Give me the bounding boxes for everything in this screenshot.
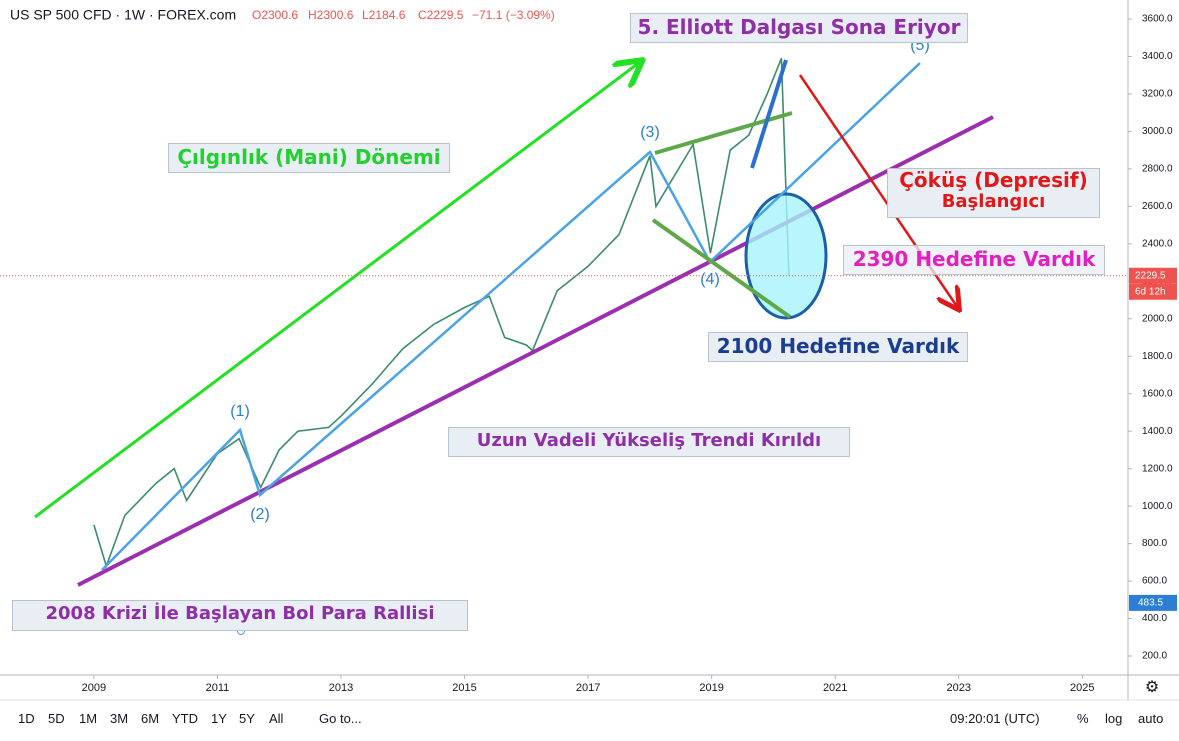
y-tick-label: 400.0 xyxy=(1142,613,1167,624)
wave-label: (1) xyxy=(230,403,250,420)
y-tick-label: 2000.0 xyxy=(1142,313,1173,324)
range-button[interactable]: 3M xyxy=(110,711,129,726)
annotation: Başlangıcı xyxy=(941,191,1046,212)
range-button[interactable]: 5D xyxy=(48,711,65,726)
crosshair-box xyxy=(1129,594,1177,611)
x-tick-label: 2013 xyxy=(329,682,353,694)
percent-toggle[interactable]: % xyxy=(1077,711,1089,726)
y-tick-label: 600.0 xyxy=(1142,576,1167,587)
range-button[interactable]: All xyxy=(269,711,284,726)
ohlc: O2300.6 xyxy=(252,8,298,22)
y-tick-label: 1000.0 xyxy=(1142,501,1173,512)
clock: 09:20:01 (UTC) xyxy=(950,711,1040,726)
auto-toggle[interactable]: auto xyxy=(1138,711,1164,726)
ohlc: H2300.6 xyxy=(308,8,354,22)
x-tick-label: 2011 xyxy=(206,682,230,694)
symbol-title: US SP 500 CFD · 1W · FOREX.com xyxy=(10,7,236,23)
y-tick-label: 1200.0 xyxy=(1142,463,1173,474)
wave-label: (3) xyxy=(640,124,660,141)
annotation: 2008 Krizi İle Başlayan Bol Para Rallisi xyxy=(12,600,468,631)
crosshair-label: 483.5 xyxy=(1138,598,1163,609)
wave5-line xyxy=(750,59,788,169)
y-tick-label: 1600.0 xyxy=(1142,388,1173,399)
x-tick-label: 2017 xyxy=(576,682,600,694)
range-button[interactable]: 1D xyxy=(18,711,35,726)
settings-icon[interactable]: ⚙ xyxy=(1145,679,1159,696)
price-line xyxy=(93,58,790,569)
wave-label: (4) xyxy=(700,271,720,288)
y-tick-label: 3600.0 xyxy=(1142,14,1173,25)
last-price-box xyxy=(1129,267,1177,284)
range-button[interactable]: 6M xyxy=(141,711,160,726)
plot: 200.0 400.0 600.0 800.0 1000.0 1200.0 1400.0 16… xyxy=(82,14,1173,694)
range-button[interactable]: 1M xyxy=(79,711,98,726)
x-tick-label: 2021 xyxy=(823,682,847,694)
x-tick-label: 2023 xyxy=(946,682,970,694)
y-tick-label: 1400.0 xyxy=(1142,426,1173,437)
elliott-wave xyxy=(101,62,921,571)
range-button[interactable]: 1Y xyxy=(211,711,227,726)
goto-button[interactable]: Go to... xyxy=(319,711,362,726)
range-button[interactable]: YTD xyxy=(172,711,198,726)
y-tick-label: 3400.0 xyxy=(1142,51,1173,62)
y-tick-label: 3200.0 xyxy=(1142,89,1173,100)
countdown-label: 6d 12h xyxy=(1135,286,1166,297)
y-tick-label: 2600.0 xyxy=(1142,201,1173,212)
x-tick-label: 2009 xyxy=(82,682,106,694)
ohlc: C2229.5 xyxy=(418,8,464,22)
y-tick-label: 800.0 xyxy=(1142,538,1167,549)
y-tick-label: 2800.0 xyxy=(1142,164,1173,175)
log-toggle[interactable]: log xyxy=(1105,711,1123,726)
annotation: Çöküş (Depresif) xyxy=(899,168,1088,192)
y-tick-label: 2400.0 xyxy=(1142,238,1173,249)
ohlc: L2184.6 xyxy=(362,8,406,22)
countdown-box xyxy=(1129,283,1177,300)
ohlc: −71.1 (−3.09%) xyxy=(472,8,555,22)
x-tick-label: 2019 xyxy=(699,682,723,694)
y-tick-label: 200.0 xyxy=(1142,651,1167,662)
wedge-bottom xyxy=(651,218,792,319)
wave-label: (2) xyxy=(250,506,270,523)
annotation: 2100 Hedefine Vardık xyxy=(708,332,968,362)
x-tick-label: 2015 xyxy=(452,682,476,694)
last-price-label: 2229.5 xyxy=(1135,270,1166,281)
annotation: 5. Elliott Dalgası Sona Eriyor xyxy=(630,13,968,43)
annotation: Uzun Vadeli Yükseliş Trendi Kırıldı xyxy=(448,427,850,457)
long-trend-line xyxy=(77,115,994,587)
y-tick-label: 3000.0 xyxy=(1142,126,1173,137)
annotation: 2390 Hedefine Vardık xyxy=(843,245,1105,275)
mania-arrow xyxy=(34,62,640,519)
annotation-box: Çöküş (Depresif) Başlangıcı xyxy=(887,168,1100,218)
y-tick-label: 1800.0 xyxy=(1142,351,1173,362)
range-button[interactable]: 5Y xyxy=(239,711,255,726)
target-ellipse xyxy=(744,192,828,320)
annotation: Çılgınlık (Mani) Dönemi xyxy=(168,143,450,173)
x-tick-label: 2025 xyxy=(1070,682,1094,694)
